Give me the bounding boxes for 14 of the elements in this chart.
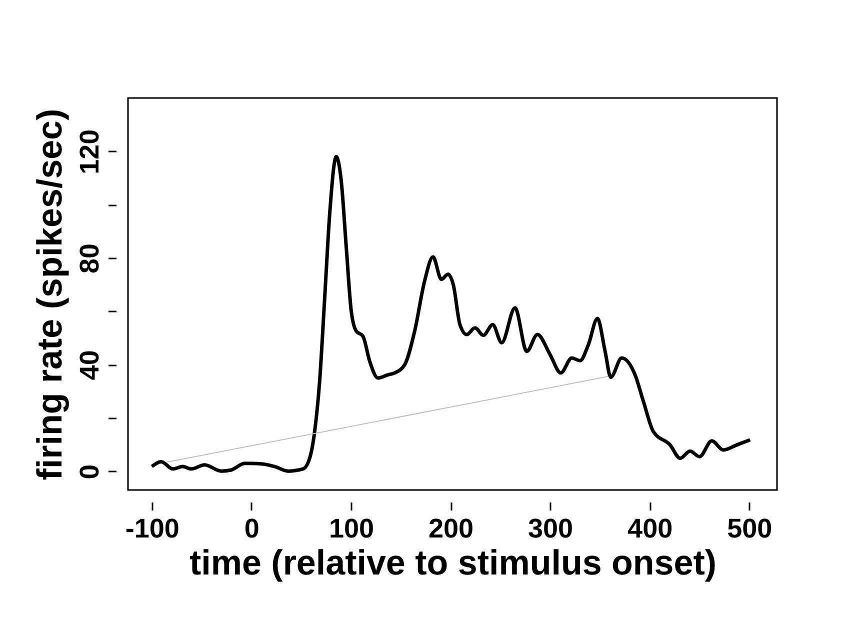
y-tick-label: 40 bbox=[74, 350, 104, 380]
line-series bbox=[150, 154, 752, 473]
y-tick-label: 80 bbox=[74, 243, 104, 274]
x-tick-label: 500 bbox=[727, 514, 772, 544]
y-axis-title: firing rate (spikes/sec) bbox=[30, 108, 70, 480]
y-tick-label: 0 bbox=[74, 464, 104, 480]
x-tick-label: 400 bbox=[628, 514, 673, 544]
y-tick-label: 120 bbox=[74, 129, 104, 174]
x-tick-label: 0 bbox=[244, 514, 260, 544]
x-tick-label: -100 bbox=[125, 514, 180, 544]
x-axis-title: time (relative to stimulus onset) bbox=[189, 544, 717, 582]
x-tick-label: 300 bbox=[528, 514, 574, 544]
x-tick-label: 200 bbox=[428, 514, 474, 544]
x-tick-label: 100 bbox=[328, 514, 374, 544]
